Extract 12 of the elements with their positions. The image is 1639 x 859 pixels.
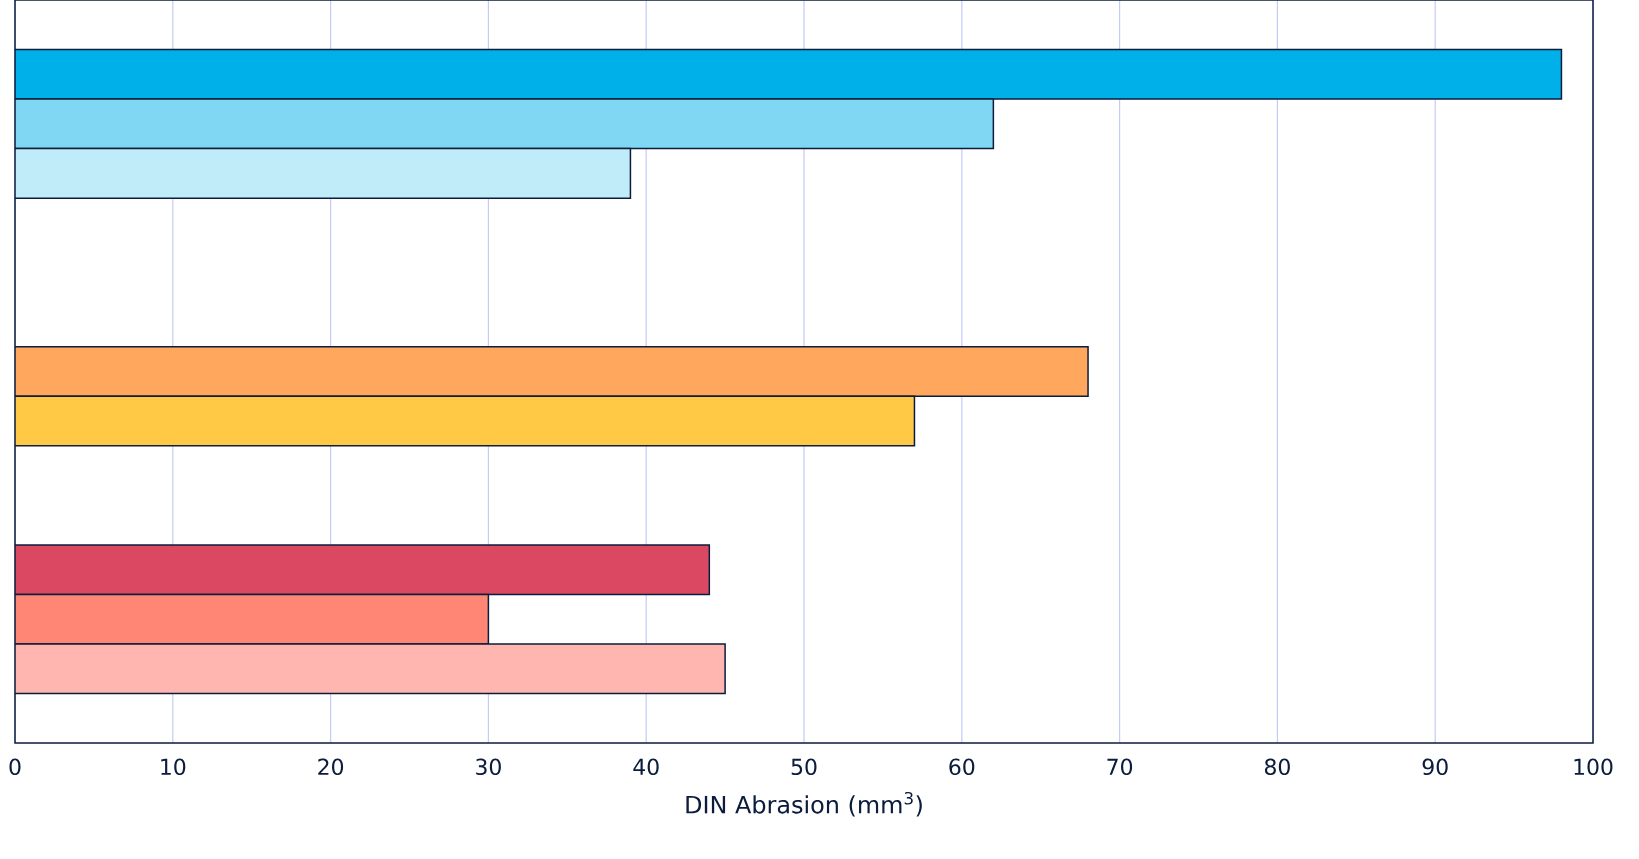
x-axis-title: DIN Abrasion (mm$^{3}$) [686,791,922,817]
x-tick-label: 70 [1107,758,1133,776]
x-tick-label: 90 [1422,758,1448,776]
x-tick-label: 40 [633,758,659,776]
x-tick-label: 60 [949,758,975,776]
x-tick-label: 100 [1574,758,1613,776]
x-tick-label: 50 [791,758,817,776]
x-tick-label: 80 [1264,758,1290,776]
x-tick-label: 30 [476,758,501,776]
x-tick-label: 0 [9,758,21,776]
x-tick-label: 20 [318,758,344,776]
x-tick-label: 10 [161,758,186,776]
